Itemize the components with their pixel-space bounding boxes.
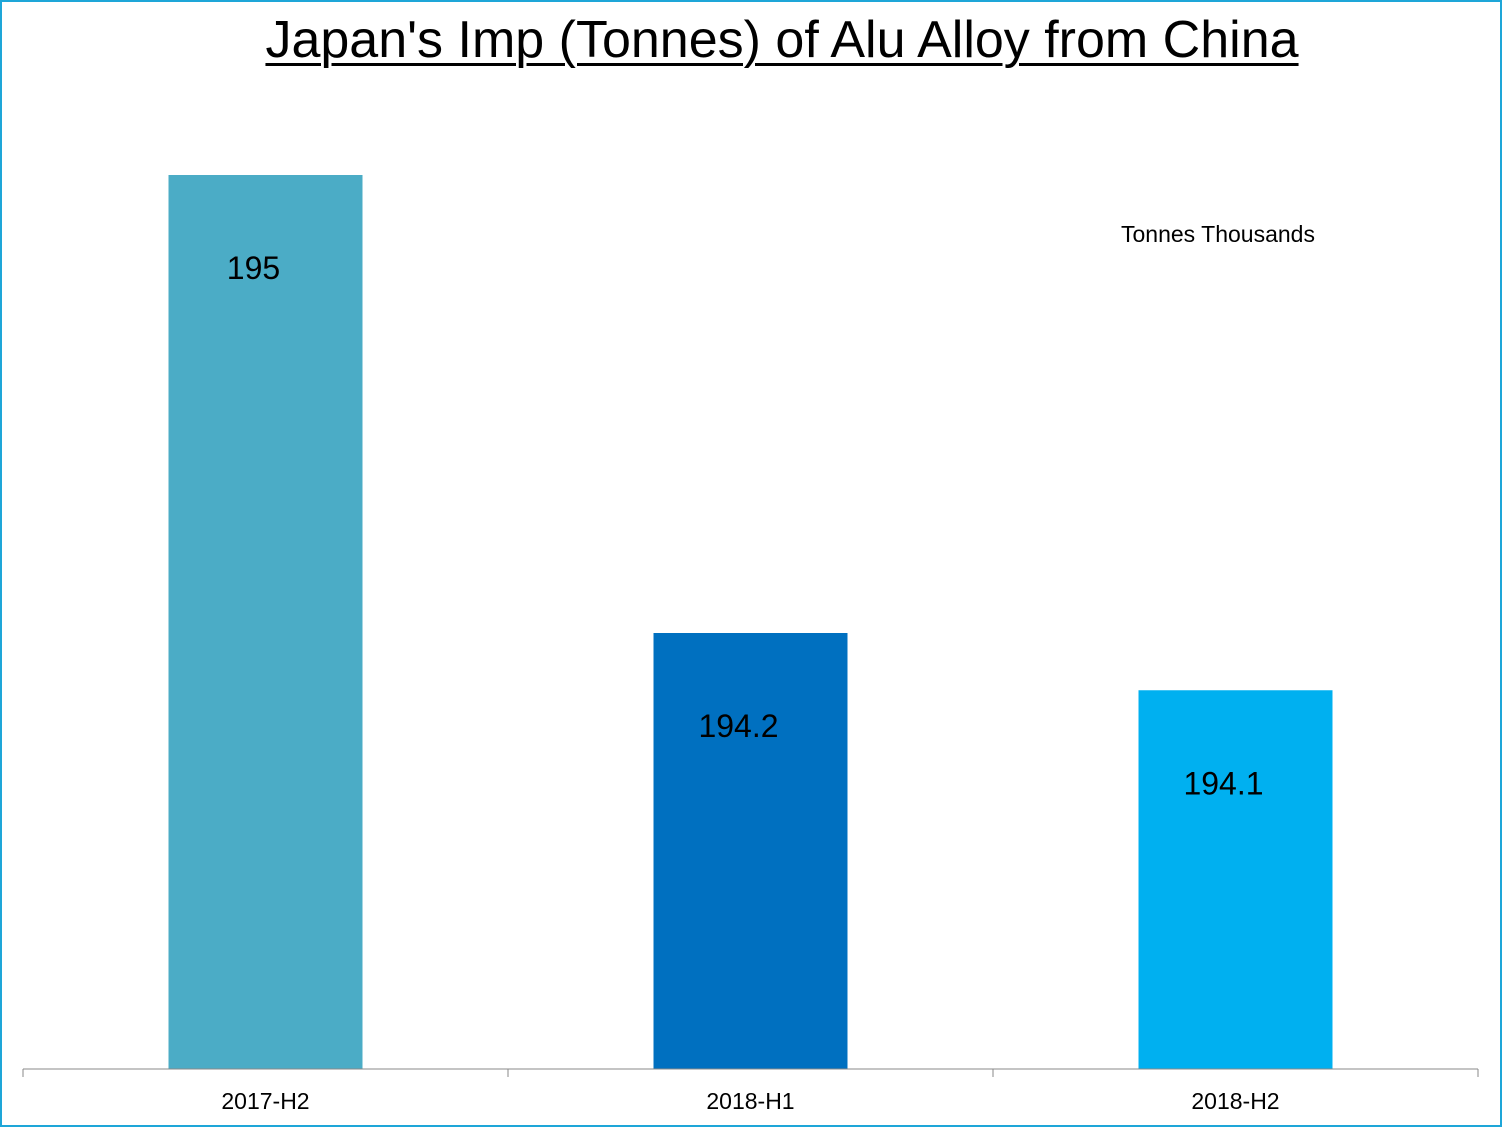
unit-note: Tonnes Thousands <box>1121 221 1315 247</box>
x-tick-label-2018-H2: 2018-H2 <box>1191 1088 1279 1114</box>
bar-2017-H2 <box>168 175 363 1069</box>
x-tick-labels-group: 2017-H2 2018-H1 2018-H2 <box>221 1088 1279 1114</box>
bar-2018-H2 <box>1138 690 1333 1069</box>
x-tick-label-2017-H2: 2017-H2 <box>221 1088 309 1114</box>
x-tick-label-2018-H1: 2018-H1 <box>706 1088 794 1114</box>
x-axis <box>22 1068 1479 1077</box>
value-label-2017-H2: 195 <box>227 250 280 286</box>
chart-title: Japan's Imp (Tonnes) of Alu Alloy from C… <box>265 11 1299 69</box>
value-labels-group: 195 194.2 194.1 <box>227 250 1264 801</box>
value-label-2018-H1: 194.2 <box>698 708 778 744</box>
value-label-2018-H2: 194.1 <box>1183 765 1263 801</box>
bar-2018-H1 <box>653 633 848 1069</box>
bars-group <box>168 175 1333 1069</box>
